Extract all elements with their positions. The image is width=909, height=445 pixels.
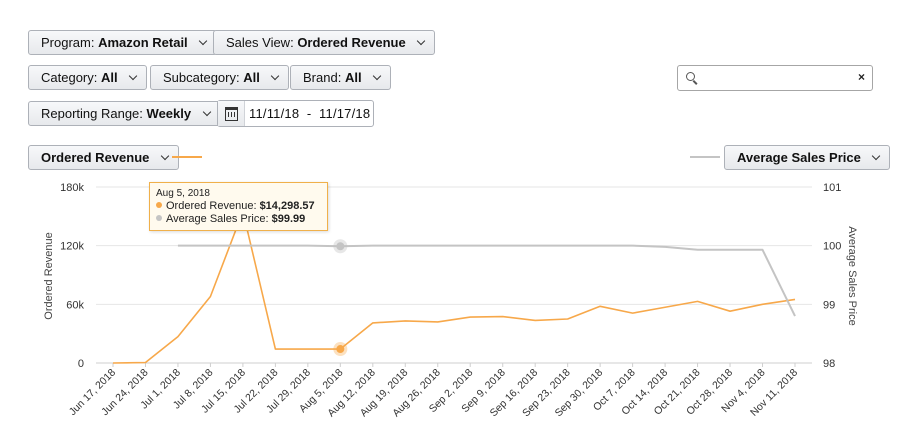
y-right-tick-label: 101	[823, 182, 841, 194]
category-label: Category:	[41, 70, 98, 85]
y-right-tick-label: 99	[823, 299, 835, 311]
x-tick-label: Jul 8, 2018	[171, 367, 216, 412]
sales-view-value: Ordered Revenue	[297, 35, 406, 50]
x-tick-label: Jun 24, 2018	[99, 367, 151, 419]
x-tick-label: Oct 14, 2018	[619, 367, 670, 418]
category-value: All	[101, 70, 118, 85]
asp-dot-icon	[156, 215, 162, 221]
x-tick-label: Oct 7, 2018	[591, 367, 638, 414]
search-icon	[686, 72, 695, 81]
tooltip-revenue-row: Ordered Revenue: $14,298.57	[156, 200, 321, 213]
subcategory-label: Subcategory:	[163, 70, 240, 85]
tooltip-revenue-value: $14,298.57	[259, 200, 315, 212]
sales-view-dropdown[interactable]: Sales View: Ordered Revenue	[213, 30, 436, 55]
program-value: Amazon Retail	[98, 35, 188, 50]
tooltip-revenue-label: Ordered Revenue:	[166, 200, 257, 212]
tooltip-date: Aug 5, 2018	[156, 188, 210, 199]
y-left-tick-label: 60k	[66, 299, 84, 311]
brand-value: All	[344, 70, 362, 85]
y-right-axis-title: Average Sales Price	[846, 226, 858, 325]
program-label: Program:	[41, 35, 95, 50]
asp-legend-line	[690, 156, 720, 158]
x-tick-label: Nov 4, 2018	[719, 367, 768, 416]
brand-dropdown[interactable]: Brand: All	[290, 65, 392, 90]
revenue-dot-icon	[156, 202, 162, 208]
x-tick-label: Sep 9, 2018	[459, 367, 508, 416]
tooltip-asp-value: $99.99	[271, 213, 306, 225]
chevron-down-icon	[372, 71, 382, 81]
x-tick-label: Sep 23, 2018	[520, 367, 573, 420]
x-tick-label: Aug 5, 2018	[297, 367, 346, 416]
asp-highlight-point	[336, 242, 345, 251]
y-left-tick-label: 180k	[60, 182, 84, 194]
chevron-down-icon	[872, 151, 881, 161]
right-metric-value: Average Sales Price	[737, 150, 861, 165]
revenue-legend-line	[172, 156, 202, 158]
revenue-highlight-halo	[333, 342, 348, 357]
search-box[interactable]: ×	[677, 65, 873, 91]
y-left-axis-title: Ordered Revenue	[43, 232, 55, 319]
search-input[interactable]	[700, 68, 854, 90]
x-tick-label: Sep 16, 2018	[488, 367, 541, 420]
x-tick-label: Jul 15, 2018	[199, 367, 248, 416]
y-right-tick-label: 100	[823, 241, 841, 253]
left-metric-value: Ordered Revenue	[41, 150, 150, 165]
x-tick-label: Nov 11, 2018	[748, 367, 800, 419]
chevron-down-icon	[129, 71, 138, 81]
x-tick-label: Aug 19, 2018	[358, 367, 411, 420]
revenue-series-line	[112, 210, 796, 364]
x-tick-label: Sep 30, 2018	[553, 367, 606, 420]
clear-search-icon[interactable]: ×	[857, 70, 865, 84]
calendar-button[interactable]	[218, 101, 245, 126]
tooltip-asp-label: Average Sales Price:	[166, 213, 269, 225]
x-tick-label: Aug 12, 2018	[325, 367, 378, 420]
chevron-down-icon	[199, 36, 208, 46]
subcategory-value: All	[243, 70, 260, 85]
left-metric-dropdown[interactable]: Ordered Revenue	[28, 145, 179, 170]
asp-series-line	[177, 244, 796, 317]
chevron-down-icon	[271, 71, 280, 81]
y-left-tick-label: 120k	[60, 241, 84, 253]
revenue-highlight-point	[336, 345, 345, 354]
category-dropdown[interactable]: Category: All	[28, 65, 148, 90]
x-tick-label: Aug 26, 2018	[390, 367, 443, 420]
subcategory-dropdown[interactable]: Subcategory: All	[150, 65, 290, 90]
y-left-tick-label: 0	[78, 358, 84, 370]
reporting-range-dropdown[interactable]: Reporting Range: Weekly	[28, 101, 221, 126]
chevron-down-icon	[160, 151, 170, 161]
chevron-down-icon	[202, 107, 211, 117]
tooltip-asp-row: Average Sales Price: $99.99	[156, 213, 321, 226]
x-tick-label: Jul 22, 2018	[232, 367, 281, 416]
x-tick-label: Oct 28, 2018	[684, 367, 735, 418]
asp-highlight-halo	[333, 239, 348, 254]
reporting-range-label: Reporting Range:	[41, 106, 143, 121]
date-range-picker[interactable]: 11/11/18 - 11/17/18	[217, 100, 374, 127]
x-tick-label: Jun 17, 2018	[67, 367, 119, 419]
program-dropdown[interactable]: Program: Amazon Retail	[28, 30, 218, 55]
x-tick-label: Oct 21, 2018	[652, 367, 703, 418]
calendar-icon	[225, 107, 238, 121]
x-tick-label: Sep 2, 2018	[427, 367, 476, 416]
sales-view-label: Sales View:	[226, 35, 294, 50]
x-tick-label: Jul 29, 2018	[264, 367, 313, 416]
reporting-range-value: Weekly	[146, 106, 192, 121]
right-metric-dropdown[interactable]: Average Sales Price	[724, 145, 891, 170]
brand-label: Brand:	[303, 70, 342, 85]
date-range-text: 11/11/18 - 11/17/18	[249, 106, 371, 121]
chart-tooltip: Aug 5, 2018 Ordered Revenue: $14,298.57 …	[149, 182, 328, 231]
x-tick-label: Jul 1, 2018	[138, 367, 183, 412]
y-right-tick-label: 98	[823, 358, 835, 370]
chevron-down-icon	[417, 36, 426, 46]
